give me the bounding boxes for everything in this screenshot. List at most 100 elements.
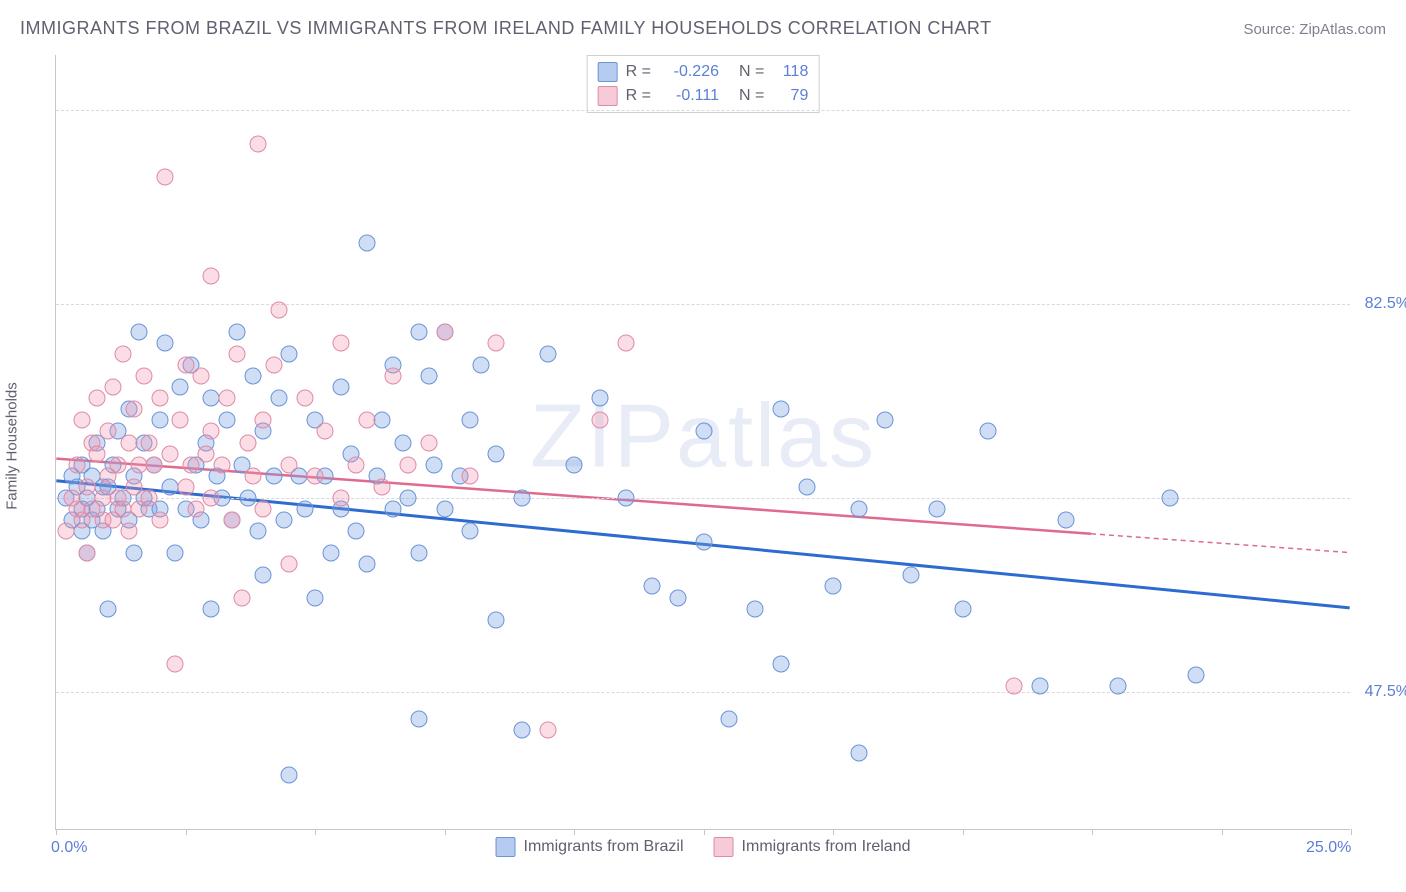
- scatter-point-ireland: [270, 301, 287, 318]
- x-tick-label: 25.0%: [1306, 839, 1351, 857]
- x-tick-mark: [1092, 829, 1093, 835]
- scatter-point-brazil: [773, 655, 790, 672]
- scatter-point-ireland: [348, 456, 365, 473]
- scatter-point-brazil: [156, 334, 173, 351]
- scatter-point-ireland: [136, 368, 153, 385]
- scatter-point-brazil: [410, 323, 427, 340]
- scatter-point-brazil: [400, 489, 417, 506]
- scatter-point-ireland: [281, 556, 298, 573]
- scatter-point-ireland: [250, 135, 267, 152]
- scatter-point-ireland: [182, 456, 199, 473]
- scatter-point-ireland: [203, 268, 220, 285]
- scatter-point-ireland: [488, 334, 505, 351]
- scatter-point-ireland: [151, 512, 168, 529]
- scatter-point-brazil: [410, 711, 427, 728]
- y-tick-label: 82.5%: [1355, 295, 1406, 313]
- x-tick-mark: [56, 829, 57, 835]
- scatter-point-ireland: [156, 168, 173, 185]
- scatter-point-ireland: [73, 412, 90, 429]
- scatter-point-brazil: [130, 323, 147, 340]
- scatter-point-ireland: [141, 434, 158, 451]
- scatter-point-brazil: [395, 434, 412, 451]
- scatter-point-ireland: [115, 500, 132, 517]
- scatter-point-ireland: [120, 523, 137, 540]
- scatter-point-brazil: [275, 512, 292, 529]
- scatter-point-ireland: [229, 345, 246, 362]
- r-label-ireland: R =: [626, 84, 651, 108]
- scatter-point-ireland: [177, 478, 194, 495]
- scatter-point-ireland: [374, 478, 391, 495]
- scatter-point-ireland: [203, 489, 220, 506]
- scatter-point-brazil: [358, 235, 375, 252]
- scatter-point-ireland: [224, 512, 241, 529]
- scatter-point-brazil: [488, 611, 505, 628]
- scatter-point-brazil: [218, 412, 235, 429]
- scatter-point-brazil: [270, 390, 287, 407]
- scatter-point-ireland: [89, 445, 106, 462]
- scatter-point-brazil: [255, 567, 272, 584]
- scatter-point-ireland: [104, 379, 121, 396]
- scatter-point-brazil: [244, 368, 261, 385]
- gridline-h: [56, 692, 1350, 693]
- chart-source: Source: ZipAtlas.com: [1243, 21, 1386, 38]
- scatter-point-ireland: [296, 390, 313, 407]
- scatter-point-brazil: [799, 478, 816, 495]
- legend-label-brazil: Immigrants from Brazil: [524, 838, 684, 856]
- scatter-point-ireland: [146, 456, 163, 473]
- x-tick-mark: [704, 829, 705, 835]
- scatter-point-brazil: [1109, 678, 1126, 695]
- x-tick-mark: [186, 829, 187, 835]
- x-tick-mark: [315, 829, 316, 835]
- scatter-point-brazil: [167, 545, 184, 562]
- scatter-point-ireland: [307, 467, 324, 484]
- x-tick-mark: [1351, 829, 1352, 835]
- scatter-point-ireland: [89, 390, 106, 407]
- scatter-point-brazil: [203, 390, 220, 407]
- x-tick-mark: [445, 829, 446, 835]
- scatter-point-brazil: [980, 423, 997, 440]
- y-tick-label: 47.5%: [1355, 683, 1406, 701]
- scatter-point-ireland: [400, 456, 417, 473]
- scatter-point-ireland: [125, 401, 142, 418]
- scatter-point-ireland: [234, 589, 251, 606]
- scatter-point-ireland: [462, 467, 479, 484]
- scatter-point-brazil: [540, 345, 557, 362]
- scatter-point-ireland: [255, 500, 272, 517]
- legend-item-brazil: Immigrants from Brazil: [496, 837, 684, 857]
- scatter-point-brazil: [281, 766, 298, 783]
- scatter-point-brazil: [151, 412, 168, 429]
- scatter-point-ireland: [420, 434, 437, 451]
- scatter-point-brazil: [488, 445, 505, 462]
- scatter-point-brazil: [462, 412, 479, 429]
- scatter-point-ireland: [125, 478, 142, 495]
- scatter-point-ireland: [130, 456, 147, 473]
- scatter-point-ireland: [68, 456, 85, 473]
- scatter-point-ireland: [332, 334, 349, 351]
- scatter-point-ireland: [218, 390, 235, 407]
- scatter-point-brazil: [374, 412, 391, 429]
- scatter-point-brazil: [99, 600, 116, 617]
- scatter-point-ireland: [213, 456, 230, 473]
- chart-header: IMMIGRANTS FROM BRAZIL VS IMMIGRANTS FRO…: [20, 18, 1386, 39]
- scatter-point-brazil: [436, 500, 453, 517]
- scatter-point-ireland: [265, 357, 282, 374]
- scatter-point-brazil: [125, 545, 142, 562]
- scatter-point-ireland: [540, 722, 557, 739]
- scatter-point-brazil: [514, 722, 531, 739]
- scatter-point-brazil: [307, 589, 324, 606]
- scatter-point-ireland: [120, 434, 137, 451]
- x-tick-label: 0.0%: [51, 839, 87, 857]
- scatter-point-brazil: [1032, 678, 1049, 695]
- scatter-point-ireland: [317, 423, 334, 440]
- scatter-point-ireland: [281, 456, 298, 473]
- scatter-point-brazil: [695, 423, 712, 440]
- scatter-point-brazil: [410, 545, 427, 562]
- scatter-point-ireland: [591, 412, 608, 429]
- scatter-point-brazil: [239, 489, 256, 506]
- scatter-point-brazil: [566, 456, 583, 473]
- scatter-point-ireland: [358, 412, 375, 429]
- scatter-point-brazil: [1187, 667, 1204, 684]
- swatch-brazil: [598, 62, 618, 82]
- stats-row-ireland: R = -0.111 N = 79: [598, 84, 809, 108]
- scatter-point-brazil: [281, 345, 298, 362]
